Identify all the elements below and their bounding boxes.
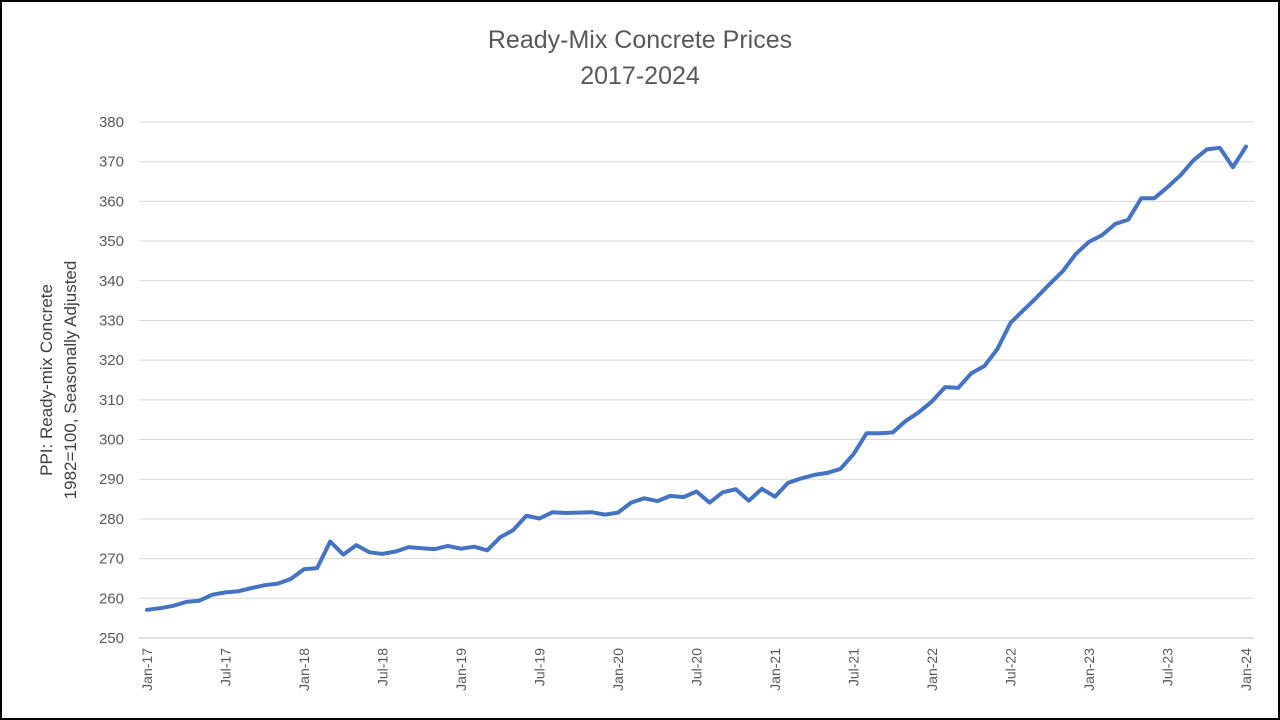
y-tick-label: 270 <box>99 551 124 568</box>
y-axis-ticks: 250 260 270 280 290 300 310 320 330 340 350 360 370 3… <box>99 114 124 647</box>
y-tick-label: 250 <box>99 630 124 647</box>
x-tick-label: Jan-21 <box>767 648 783 691</box>
chart-title-line-1: Ready-Mix Concrete Prices <box>488 26 792 54</box>
y-tick-label: 290 <box>99 471 124 488</box>
x-tick-label: Jan-17 <box>139 648 155 691</box>
y-tick-label: 260 <box>99 590 124 607</box>
x-tick-label: Jan-22 <box>924 648 940 691</box>
y-axis-title-line-1: PPI: Ready-mix Concrete <box>37 284 56 476</box>
x-tick-label: Jul-18 <box>375 648 391 686</box>
x-tick-label: Jul-23 <box>1160 648 1176 686</box>
y-tick-label: 370 <box>99 154 124 171</box>
x-tick-label: Jul-17 <box>218 648 234 686</box>
x-tick-label: Jul-20 <box>689 648 705 686</box>
y-tick-label: 340 <box>99 273 124 290</box>
chart-title-line-2: 2017-2024 <box>580 62 700 90</box>
x-axis-ticks: Jan-17 Jul-17 Jan-18 Jul-18 Jan-19 Jul-19 Jan-… <box>139 648 1254 691</box>
y-tick-label: 280 <box>99 511 124 528</box>
x-tick-label: Jan-23 <box>1081 648 1097 691</box>
x-tick-label: Jan-20 <box>610 648 626 691</box>
x-tick-label: Jul-22 <box>1003 648 1019 686</box>
x-tick-label: Jul-21 <box>846 648 862 686</box>
y-tick-label: 380 <box>99 114 124 131</box>
x-tick-label: Jan-18 <box>296 648 312 691</box>
y-tick-label: 350 <box>99 233 124 250</box>
y-tick-label: 310 <box>99 392 124 409</box>
y-tick-label: 330 <box>99 312 124 329</box>
series-line-ppi <box>145 144 1248 612</box>
x-tick-label: Jul-19 <box>532 648 548 686</box>
y-tick-label: 300 <box>99 432 124 449</box>
x-tick-label: Jan-19 <box>453 648 469 691</box>
y-axis-title-line-2: 1982=100, Seasonally Adjusted <box>61 261 80 500</box>
gridlines <box>139 121 1254 599</box>
x-tick-label: Jan-24 <box>1238 648 1254 691</box>
y-tick-label: 360 <box>99 193 124 210</box>
y-tick-label: 320 <box>99 352 124 369</box>
